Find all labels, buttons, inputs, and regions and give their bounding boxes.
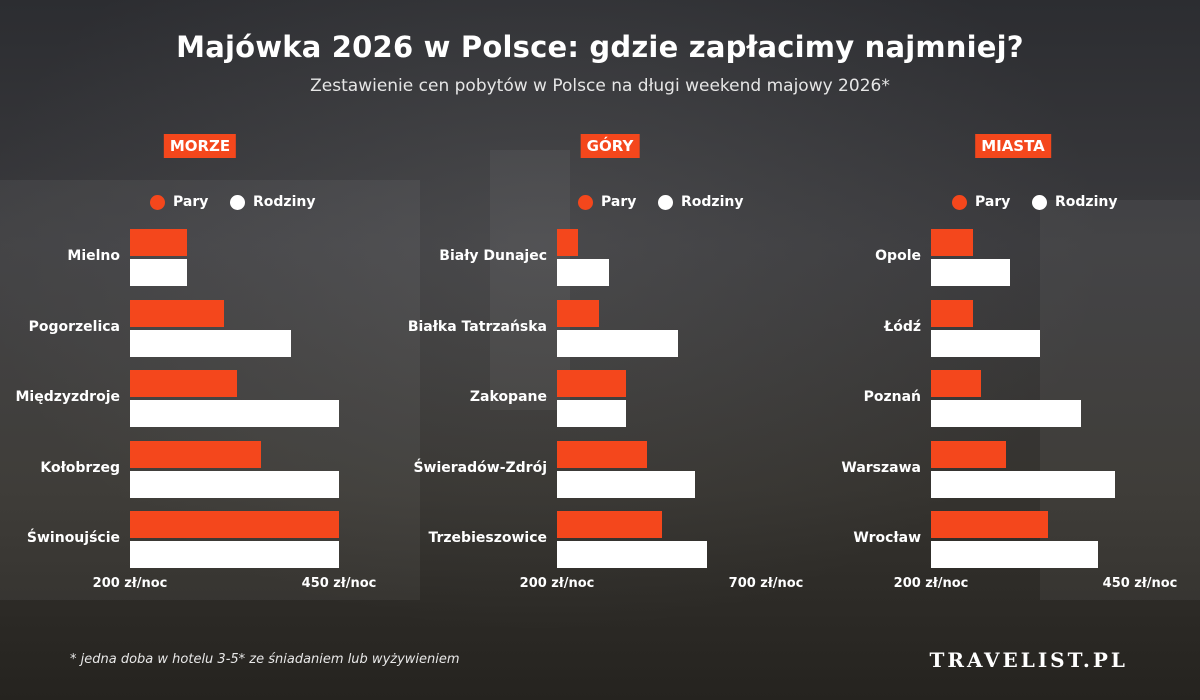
bar-families	[931, 541, 1099, 568]
bar-families	[130, 541, 339, 568]
category-badge: MORZE	[163, 134, 237, 158]
bar-couples	[557, 229, 578, 256]
bar-couples	[931, 370, 982, 397]
bar-families	[557, 329, 679, 357]
category-label: Wrocław	[853, 530, 921, 546]
category-label: Warszawa	[841, 459, 921, 476]
background-tower	[490, 150, 570, 410]
axis-min-label: 200 zł/noc	[893, 576, 969, 591]
category-badge: MIASTA	[975, 134, 1051, 158]
bar-families	[130, 470, 339, 498]
legend-couples-label: Pary	[601, 194, 637, 210]
legend-families-label: Rodziny	[681, 194, 744, 210]
bar-families	[931, 259, 1011, 286]
footnote: * jedna doba w hotelu 3-5* ze śniadaniem…	[70, 652, 460, 667]
legend-families: Rodziny	[230, 193, 315, 211]
category-label: Międzyzdroje	[15, 389, 120, 405]
legend-couples-label: Pary	[173, 194, 209, 210]
bar-couples	[931, 511, 1049, 538]
bar-couples	[130, 370, 237, 397]
legend-families: Rodziny	[658, 193, 743, 211]
axis-min-label: 200 zł/noc	[92, 576, 168, 591]
bar-couples	[557, 440, 647, 468]
legend-couples-label: Pary	[975, 194, 1011, 210]
bar-couples	[130, 299, 225, 327]
legend-families: Rodziny	[1032, 193, 1117, 211]
bar-couples	[557, 511, 662, 538]
bar-families	[557, 541, 708, 568]
bar-couples	[130, 229, 187, 256]
legend-couples-swatch	[150, 194, 165, 210]
axis-min-label: 200 zł/noc	[519, 576, 595, 591]
category-label: Pogorzelica	[28, 318, 120, 335]
legend-couples-swatch	[952, 194, 967, 210]
legend-families-label: Rodziny	[253, 194, 316, 210]
axis-max-label: 700 zł/noc	[728, 576, 804, 591]
brand-logo: TRAVELIST.PL	[929, 648, 1128, 672]
bar-families	[130, 329, 292, 357]
legend-families-swatch	[230, 194, 245, 210]
legend-families-swatch	[1032, 194, 1047, 210]
bar-families	[557, 470, 695, 498]
bar-families	[931, 470, 1115, 498]
chart-title: Majówka 2026 w Polsce: gdzie zapłacimy n…	[176, 30, 1024, 64]
bar-families	[557, 400, 626, 427]
bar-couples	[557, 299, 599, 327]
bar-families	[130, 259, 187, 286]
category-label: Biały Dunajec	[439, 248, 547, 264]
bar-couples	[931, 299, 973, 327]
category-label: Kołobrzeg	[40, 459, 120, 476]
legend-couples: Pary	[952, 193, 1010, 211]
bar-families	[931, 329, 1040, 357]
axis-max-label: 450 zł/noc	[301, 576, 377, 591]
category-label: Opole	[875, 248, 921, 264]
legend-couples: Pary	[150, 193, 208, 211]
bar-families	[557, 259, 610, 286]
bar-couples	[931, 229, 973, 256]
category-label: Świeradów-Zdrój	[413, 459, 547, 476]
category-label: Mielno	[67, 248, 120, 264]
axis-max-label: 450 zł/noc	[1102, 576, 1178, 591]
bar-couples	[931, 440, 1007, 468]
bar-families	[130, 400, 339, 427]
category-label: Białka Tatrzańska	[407, 318, 547, 335]
bar-couples	[557, 370, 626, 397]
category-label: Świnoujście	[26, 530, 120, 546]
legend-couples: Pary	[578, 193, 636, 211]
legend-families-swatch	[658, 194, 673, 210]
bar-couples	[130, 511, 339, 538]
chart-subtitle: Zestawienie cen pobytów w Polsce na dług…	[310, 76, 890, 96]
legend-families-label: Rodziny	[1055, 194, 1118, 210]
bar-families	[931, 400, 1082, 427]
category-label: Trzebieszowice	[428, 530, 547, 546]
category-badge: GÓRY	[580, 134, 640, 158]
category-label: Łódź	[884, 318, 921, 335]
legend-couples-swatch	[578, 194, 593, 210]
category-label: Poznań	[863, 389, 921, 405]
category-label: Zakopane	[469, 389, 547, 405]
bar-couples	[130, 440, 262, 468]
